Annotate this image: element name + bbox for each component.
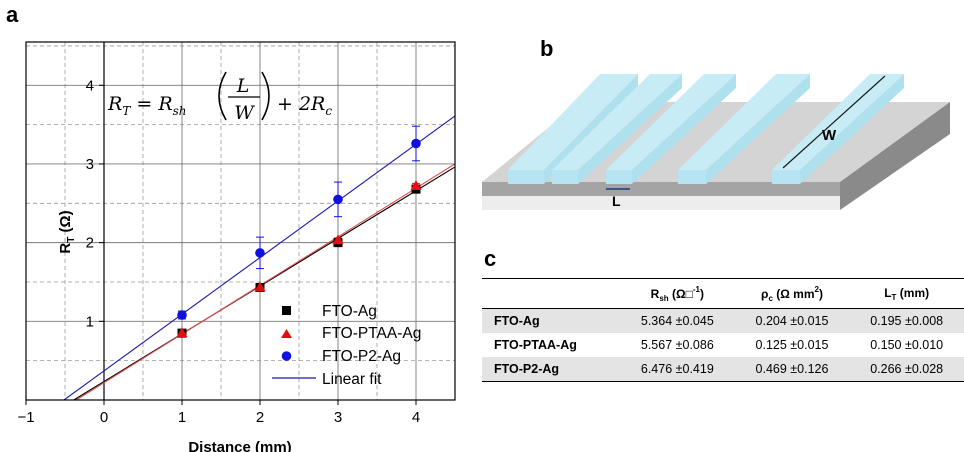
eq-tail: + 2Rc [277, 93, 332, 118]
eq-rc-sub: c [325, 104, 332, 118]
header-rsh: Rsh (Ω□-1) [620, 278, 735, 309]
y-tick-label: 1 [86, 313, 94, 330]
cell-lt: 0.195 ±0.008 [849, 308, 964, 333]
cell-rsh: 5.567 ±0.086 [640, 338, 714, 352]
tick-labels: −1 0 1 2 3 4 1 2 3 4 [17, 77, 420, 426]
plot-frame [25, 41, 456, 401]
eq-rsh-sub: sh [173, 104, 187, 118]
eq-W: W [234, 102, 255, 124]
electrode-strip-2 [552, 74, 682, 184]
x-axis-label: Distance (mm) [188, 439, 291, 452]
y-axis-label-sub: T [66, 237, 77, 243]
header-lt: LT (mm) [849, 278, 964, 309]
point-fto-ptaa-ag [332, 234, 344, 245]
electrode-strip-4 [678, 74, 810, 184]
point-fto-ptaa-ag [176, 327, 188, 338]
contact-resistance-table: Rsh (Ω□-1) ρc (Ω mm2) LT (mm) FTO-Ag 5.3… [482, 278, 964, 382]
label-L: L [612, 193, 621, 209]
legend-marker-fto-ptaa-ag [281, 329, 292, 338]
y-axis-label-unit: (Ω) [57, 210, 74, 236]
table-row: FTO-Ag 5.364 ±0.045 0.204 ±0.015 0.195 ±… [482, 308, 964, 333]
legend: FTO-Ag FTO-PTAA-Ag FTO-P2-Ag Linear fit [272, 303, 421, 388]
legend-marker-fto-ag [282, 306, 291, 315]
tlm-electrode-diagram: W L [482, 74, 950, 210]
legend-marker-fto-p2-ag [281, 351, 292, 361]
point-fto-ptaa-ag [254, 281, 266, 292]
legend-label-fto-p2-ag: FTO-P2-Ag [322, 348, 401, 365]
table-row: FTO-PTAA-Ag 5.567 ±0.086 0.125 ±0.015 0.… [482, 333, 964, 357]
x-tick-label: 0 [100, 409, 108, 426]
grid-lines [26, 42, 455, 400]
y-tick-label: 2 [86, 235, 94, 252]
x-tick-label: 1 [178, 409, 186, 426]
point-fto-ptaa-ag [410, 179, 422, 190]
electrode-strip-3 [606, 74, 736, 184]
fit-line-fto-ptaa-ag [75, 163, 456, 401]
cell-rsh: 6.476 ±0.419 [620, 357, 735, 382]
panel-label-a: a [6, 2, 19, 27]
table-header-row: Rsh (Ω□-1) ρc (Ω mm2) LT (mm) [482, 278, 964, 309]
equation: RT = Rsh [107, 93, 187, 118]
y-tick-label: 3 [86, 156, 94, 173]
eq-rsh: = R [130, 93, 172, 115]
eq-paren-left [218, 71, 227, 121]
point-fto-p2-ag [255, 248, 265, 258]
y-tick-label: 4 [86, 77, 94, 94]
legend-label-fto-ptaa-ag: FTO-PTAA-Ag [322, 325, 421, 342]
panel-label-b: b [540, 36, 554, 61]
cell-rhoc: 0.204 ±0.015 [734, 308, 850, 333]
point-fto-p2-ag [333, 194, 343, 205]
cell-rsh: 5.364 ±0.045 [620, 308, 735, 333]
cell-lt: 0.150 ±0.010 [870, 338, 944, 352]
eq-paren-right [261, 71, 270, 121]
table-row: FTO-P2-Ag 6.476 ±0.419 0.469 ±0.126 0.26… [482, 357, 964, 382]
row-label: FTO-Ag [482, 308, 620, 333]
row-label: FTO-P2-Ag [482, 357, 620, 382]
cell-lt: 0.266 ±0.028 [849, 357, 964, 382]
point-fto-p2-ag [177, 310, 187, 320]
header-blank [482, 278, 620, 309]
eq-lhs-sub: T [122, 104, 131, 118]
cell-rhoc: 0.125 ±0.015 [755, 338, 829, 352]
width-indicator-line [782, 75, 886, 169]
eq-lhs: R [107, 93, 122, 115]
electrode-strip-5 [772, 74, 904, 184]
data-points [176, 138, 422, 338]
eq-L: L [236, 75, 250, 97]
legend-label-fto-ag: FTO-Ag [322, 303, 377, 320]
x-tick-label: 3 [334, 409, 342, 426]
fit-line-fto-p2-ag [63, 115, 456, 401]
eq-tail-text: + 2R [277, 93, 325, 115]
y-axis-label-main: R [57, 243, 74, 254]
legend-label-linear-fit: Linear fit [322, 371, 382, 388]
x-tick-label: −1 [17, 409, 34, 426]
cell-rhoc: 0.469 ±0.126 [734, 357, 850, 382]
point-fto-p2-ag [411, 138, 421, 149]
substrate-front-upper [482, 182, 840, 196]
label-W: W [822, 127, 837, 144]
y-axis-label: RT (Ω) [57, 210, 77, 253]
substrate-right-face [840, 102, 950, 210]
row-label: FTO-PTAA-Ag [494, 338, 577, 352]
panel-label-c: c [484, 246, 497, 271]
x-tick-label: 4 [412, 409, 420, 426]
header-rhoc: ρc (Ω mm2) [734, 278, 850, 309]
substrate-front-lower [482, 196, 840, 210]
x-tick-label: 2 [256, 409, 264, 426]
